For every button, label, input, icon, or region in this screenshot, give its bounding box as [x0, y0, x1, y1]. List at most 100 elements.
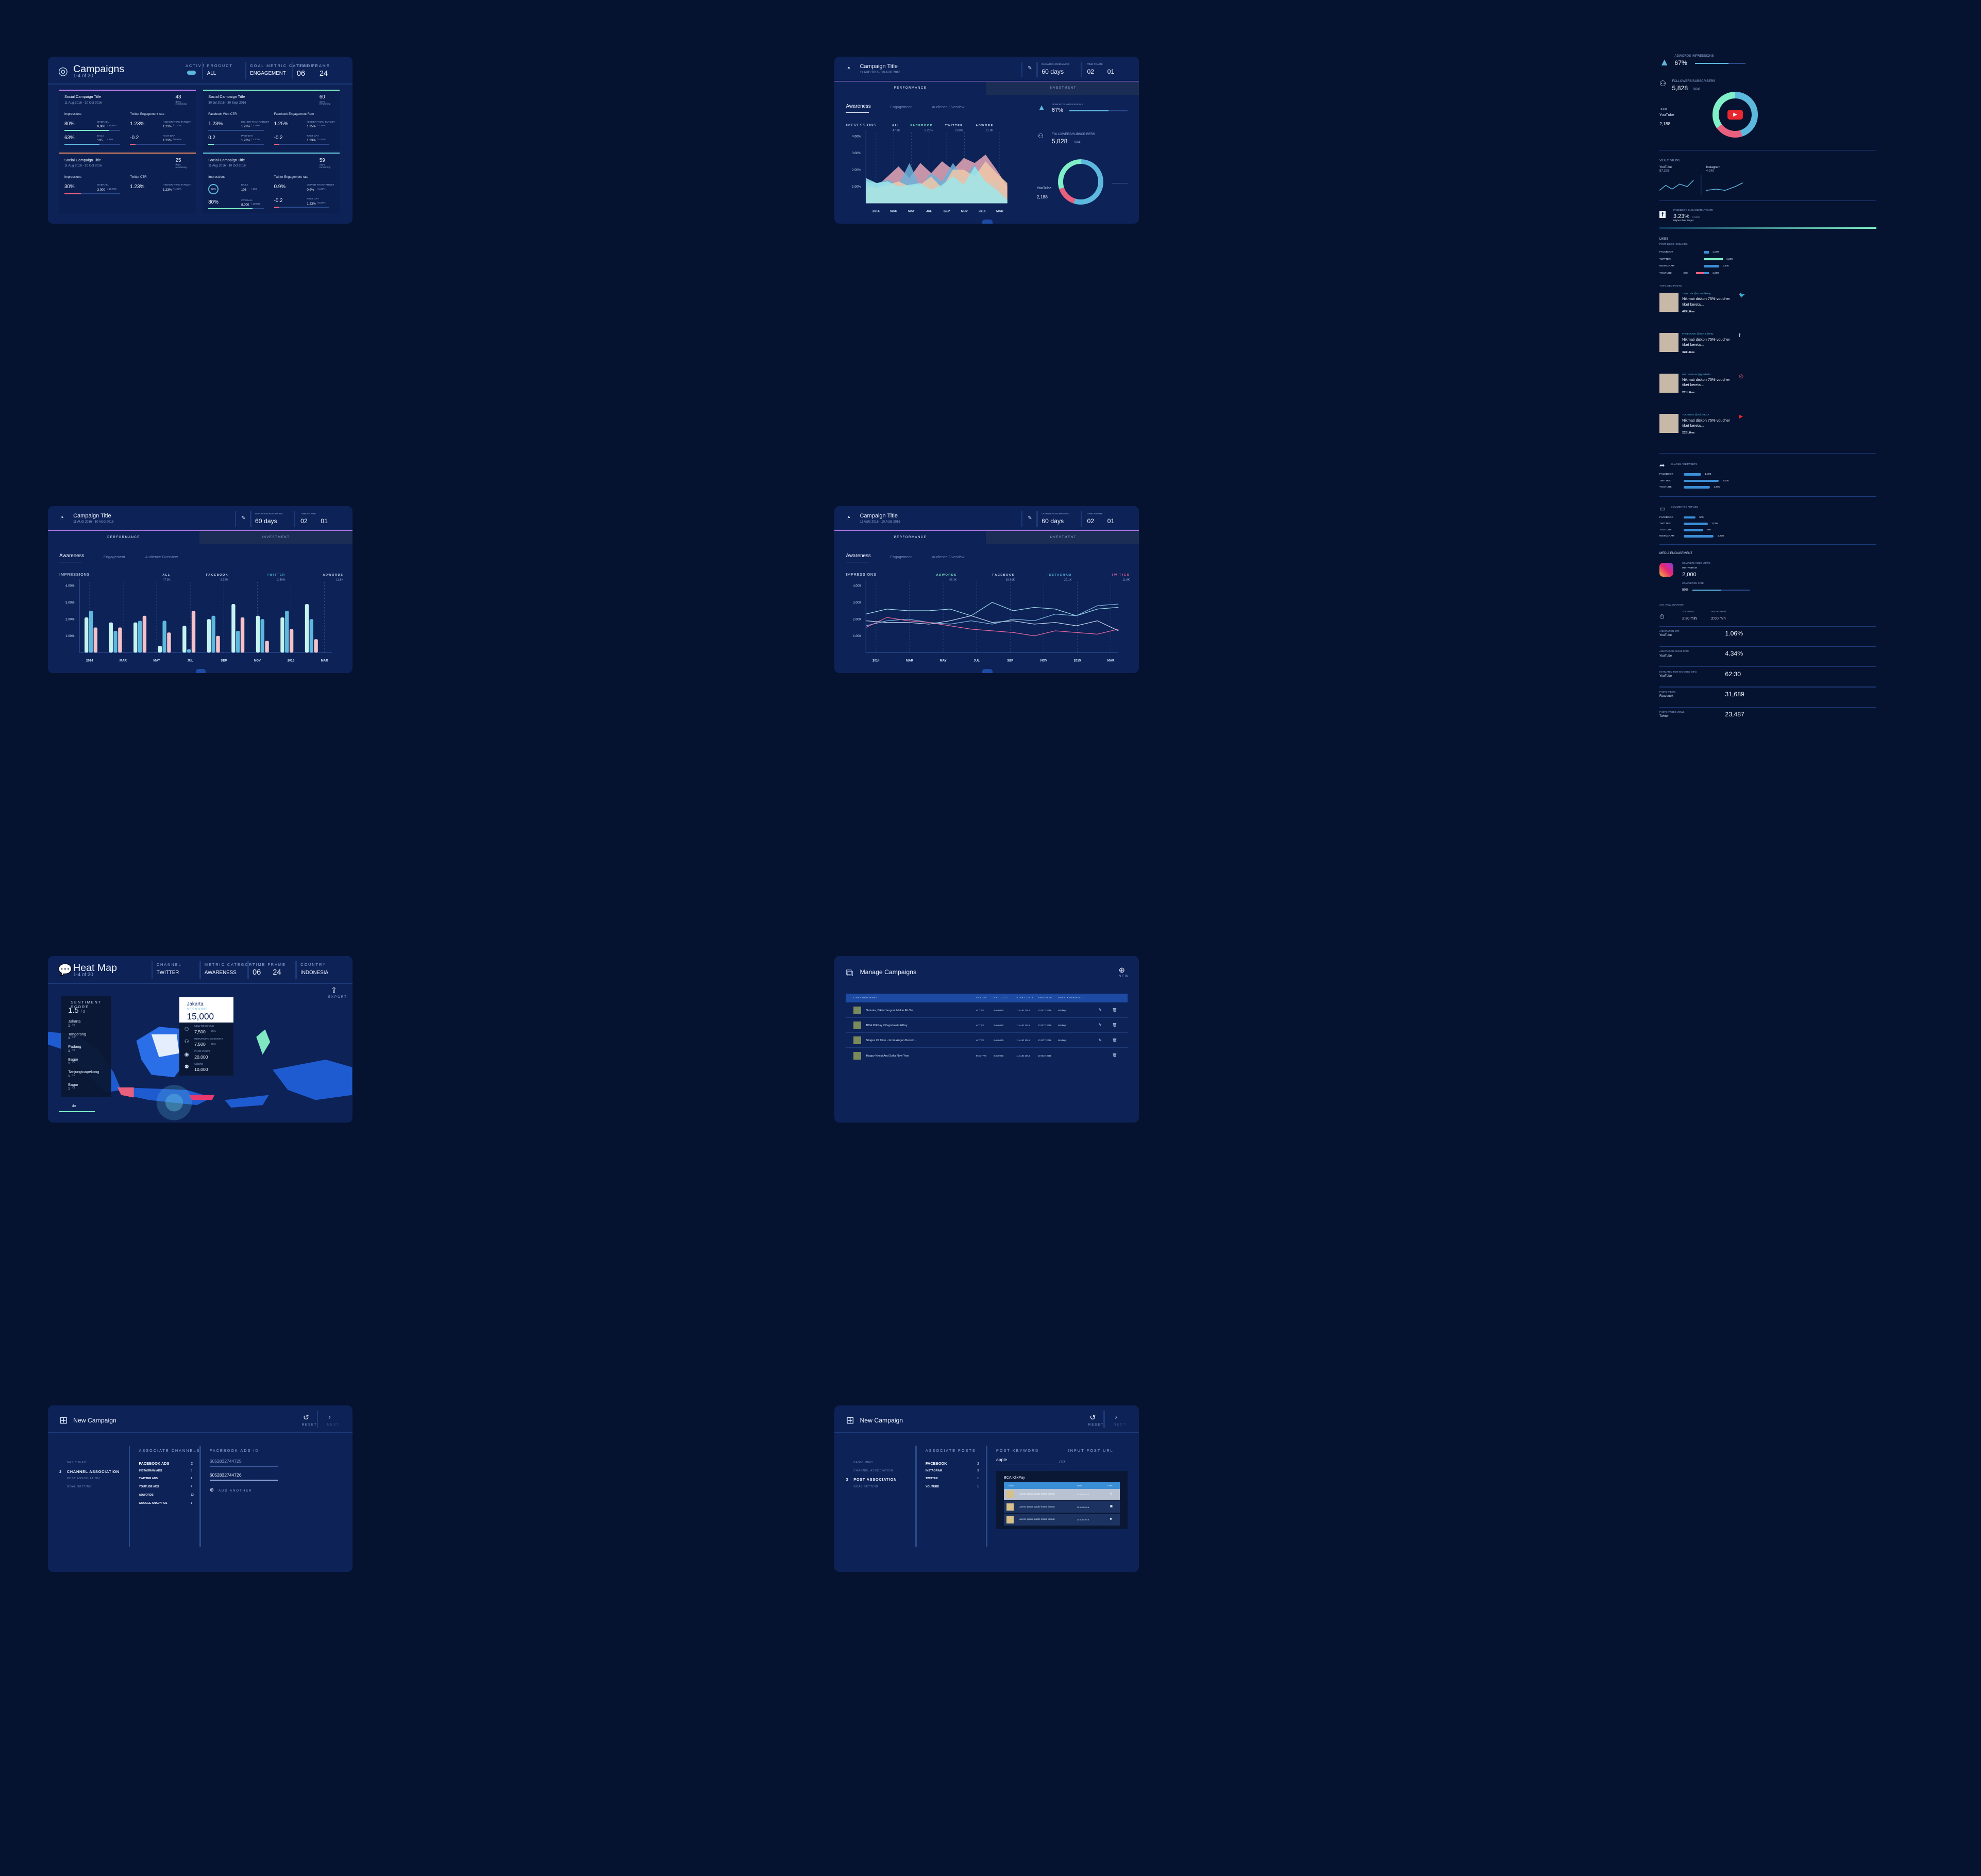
edit-icon[interactable]: ✎: [1028, 65, 1032, 72]
tab-investment[interactable]: INVESTMENT: [986, 82, 1139, 95]
export-icon[interactable]: ⇪: [330, 986, 338, 995]
channel-item[interactable]: TWITTER ADS: [139, 1477, 158, 1481]
impressions-label[interactable]: IMPRESSIONS: [846, 122, 877, 127]
new-label[interactable]: NEW: [1118, 975, 1129, 979]
reset-icon[interactable]: ↺: [303, 1413, 310, 1422]
time-frame-from[interactable]: 02: [300, 517, 308, 525]
reset-label[interactable]: RESET: [1088, 1423, 1104, 1427]
campaign-card[interactable]: Social Campaign Title 30 Jul 2016 - 30 Se…: [203, 89, 340, 150]
country-select[interactable]: INDONESIA: [300, 969, 328, 976]
column-header[interactable]: CAMPAIGN NAME: [853, 996, 878, 999]
result-column[interactable]: DATE: [1077, 1484, 1082, 1487]
result-row[interactable]: Lorem ipsum apple lorem ipsum 11 AUG 2016…: [1003, 1488, 1120, 1500]
column-header[interactable]: DAYS REMAINING: [1058, 996, 1083, 999]
zoom-slider[interactable]: [59, 1111, 95, 1113]
subtab-audience[interactable]: Audience Overview: [145, 554, 178, 559]
campaign-card[interactable]: Social Campaign Title 11 Aug 2016 - 10 Oc…: [59, 153, 196, 214]
result-row[interactable]: Lorem ipsum apple lorem ipsum 11 AUG 2016…: [1003, 1501, 1120, 1513]
tab-investment[interactable]: INVESTMENT: [199, 531, 352, 544]
step-item[interactable]: POST ASSOCIATION: [66, 1477, 100, 1481]
heat-time-to[interactable]: 24: [273, 968, 281, 977]
table-row[interactable]: Stages Of Time - From Angan Becom.. ACTIV…: [846, 1033, 1128, 1048]
step-item[interactable]: BASIC INFO: [66, 1461, 87, 1464]
post-channel-item[interactable]: FACEBOOK: [925, 1461, 947, 1466]
time-frame-to[interactable]: 01: [321, 517, 328, 525]
table-row[interactable]: Sakuku, Bikin Hangout Makin All Out ACTIV…: [846, 1002, 1128, 1018]
channel-item[interactable]: YOUTUBE ADS: [139, 1485, 159, 1489]
column-header[interactable]: START DATE: [1016, 996, 1034, 999]
step-item[interactable]: GOAL SETTING: [853, 1485, 879, 1489]
time-to[interactable]: 24: [319, 69, 328, 78]
result-row[interactable]: Lorem ipsum apple lorem ipsum 11 AUG 2016…: [1003, 1514, 1120, 1526]
subtab-awareness[interactable]: Awareness: [846, 103, 871, 109]
subtab-awareness[interactable]: Awareness: [846, 553, 871, 559]
time-frame-from[interactable]: 02: [1087, 517, 1095, 525]
next-label[interactable]: NEXT: [327, 1423, 340, 1427]
add-circle-icon[interactable]: ⊕: [1118, 966, 1125, 975]
post-channel-item[interactable]: YOUTUBE: [925, 1485, 939, 1489]
active-toggle[interactable]: [187, 71, 196, 75]
subtab-engagement[interactable]: Engagement: [890, 554, 912, 559]
table-row[interactable]: Happy Nyepi And Saka New Year INACTIVE SAV…: [846, 1048, 1128, 1063]
edit-icon[interactable]: ✎: [1098, 1008, 1102, 1013]
channel-item[interactable]: INSTAGRAM ADS: [139, 1469, 162, 1472]
subtab-audience[interactable]: Audience Overview: [932, 554, 965, 559]
subtab-awareness[interactable]: Awareness: [59, 553, 85, 559]
channel-item[interactable]: GOOGLE ANALYTICS: [139, 1502, 167, 1505]
campaign-card[interactable]: Social Campaign Title 11 Aug 2016 - 10 Oc…: [59, 89, 196, 150]
step-item[interactable]: CHANNEL ASSOCIATION: [66, 1469, 120, 1474]
result-column[interactable]: POST: [1009, 1484, 1015, 1487]
column-header[interactable]: PRODUCT: [994, 996, 1008, 999]
tab-performance[interactable]: PERFORMANCE: [894, 535, 927, 540]
metric-select[interactable]: AWARENESS: [204, 969, 237, 976]
delete-icon[interactable]: 🗑: [1112, 1008, 1117, 1013]
time-from[interactable]: 06: [296, 69, 306, 78]
step-item[interactable]: POST ASSOCIATION: [853, 1477, 897, 1482]
tab-performance[interactable]: PERFORMANCE: [107, 535, 140, 540]
column-header[interactable]: END DATE: [1037, 996, 1052, 999]
post-channel-item[interactable]: INSTAGRAM: [925, 1469, 942, 1472]
add-icon[interactable]: ⊕: [209, 1487, 214, 1494]
channel-select[interactable]: TWITTER: [156, 969, 179, 976]
delete-icon[interactable]: 🗑: [1112, 1053, 1117, 1058]
time-frame-to[interactable]: 01: [1107, 517, 1115, 525]
ads-id-input-1[interactable]: 6052832744725: [209, 1458, 242, 1464]
heat-time-from[interactable]: 06: [252, 968, 261, 977]
tab-performance[interactable]: PERFORMANCE: [894, 86, 927, 90]
next-label[interactable]: NEXT: [1113, 1423, 1127, 1427]
step-item[interactable]: GOAL SETTING: [66, 1485, 92, 1489]
channel-item[interactable]: ADWORDS: [139, 1494, 154, 1497]
column-header[interactable]: STATUS: [976, 996, 987, 999]
time-frame-from[interactable]: 02: [1087, 68, 1095, 76]
reset-icon[interactable]: ↺: [1089, 1413, 1096, 1422]
scroll-handle[interactable]: [195, 669, 206, 673]
product-select[interactable]: ALL: [207, 71, 216, 77]
post-channel-item[interactable]: TWITTER: [925, 1477, 938, 1481]
reset-label[interactable]: RESET: [301, 1423, 317, 1427]
channel-item[interactable]: FACEBOOK ADS: [139, 1461, 170, 1466]
campaign-card[interactable]: Social Campaign Title 11 Aug 2016 - 10 Oc…: [203, 153, 340, 214]
edit-icon[interactable]: ✎: [241, 515, 246, 521]
edit-icon[interactable]: ✎: [1028, 515, 1032, 521]
next-icon[interactable]: ›: [328, 1413, 331, 1421]
delete-icon[interactable]: 🗑: [1112, 1023, 1117, 1028]
goal-select[interactable]: ENGAGEMENT: [250, 71, 286, 77]
step-item[interactable]: CHANNEL ASSOCIATION: [853, 1469, 894, 1472]
edit-icon[interactable]: ✎: [1098, 1037, 1102, 1043]
subtab-engagement[interactable]: Engagement: [890, 105, 912, 110]
keyword-input[interactable]: apple: [996, 1457, 1007, 1463]
delete-icon[interactable]: 🗑: [1112, 1037, 1117, 1043]
impressions-label[interactable]: IMPRESSIONS: [846, 572, 877, 577]
time-frame-to[interactable]: 01: [1107, 68, 1115, 76]
edit-icon[interactable]: ✎: [1098, 1023, 1102, 1028]
scroll-handle[interactable]: [982, 220, 993, 224]
next-icon[interactable]: ›: [1115, 1413, 1118, 1421]
scroll-handle[interactable]: [982, 669, 993, 673]
export-label[interactable]: EXPORT: [328, 995, 347, 999]
subtab-engagement[interactable]: Engagement: [103, 554, 125, 559]
tab-investment[interactable]: INVESTMENT: [986, 531, 1139, 544]
subtab-audience[interactable]: Audience Overview: [932, 105, 965, 110]
source-select[interactable]: BCA KlikPay: [1003, 1475, 1025, 1480]
impressions-label[interactable]: IMPRESSIONS: [59, 572, 90, 577]
step-item[interactable]: BASIC INFO: [853, 1461, 874, 1464]
